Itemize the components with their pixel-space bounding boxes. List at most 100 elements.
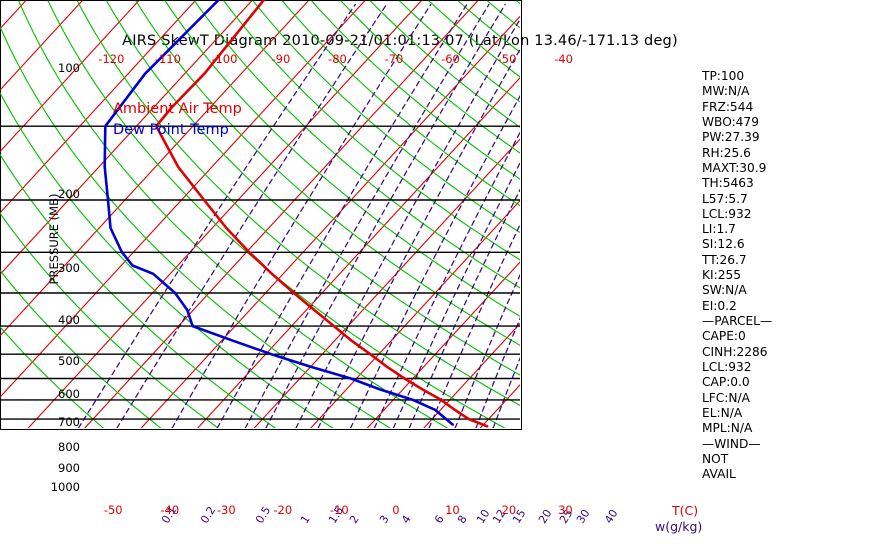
dry-adiabat-line (193, 0, 520, 289)
isotherm-line (0, 0, 254, 276)
skewt-grid-and-curves (0, 0, 520, 428)
parameter-item: MW:N/A (702, 84, 750, 99)
parameter-item: LI:1.7 (702, 222, 736, 237)
isotherm-line (197, 77, 520, 428)
parameter-item: LFC:N/A (702, 390, 750, 405)
parameter-item: KI:255 (702, 268, 741, 283)
parameter-item: TH:5463 (702, 176, 754, 191)
pressure-tick: 1000 (50, 480, 80, 495)
top-temp-tick: -40 (554, 52, 573, 66)
pressure-tick: 200 (58, 187, 80, 202)
dry-adiabat-line (164, 0, 520, 317)
mixing-ratio-line (392, 161, 520, 428)
isotherm-line (0, 0, 367, 399)
mixing-axis-label: w(g/kg) (655, 519, 703, 534)
temp-axis-label: T(C) (672, 503, 699, 518)
dry-adiabat-line (105, 0, 520, 376)
pressure-tick: 100 (58, 61, 80, 75)
dry-adiabat-line (0, 153, 276, 428)
bottom-temp-tick: -50 (103, 503, 123, 517)
mixing-ratio-tick: 1 (298, 513, 314, 526)
ambient-temp-curve (154, 0, 489, 428)
parameter-item: LCL:932 (702, 206, 752, 221)
dry-adiabat-line (340, 0, 520, 154)
bottom-temp-tick: -10 (329, 503, 349, 517)
parameter-item: —WIND— (702, 436, 761, 451)
mixing-ratio-line (492, 356, 520, 428)
bottom-temp-tick: -20 (273, 503, 293, 517)
dry-adiabat-line (398, 0, 520, 103)
bottom-temp-tick: 30 (558, 503, 573, 517)
mixing-ratio-line (373, 131, 520, 428)
bottom-temp-tick: 10 (445, 503, 460, 517)
isotherm-line (423, 322, 520, 428)
parameter-item: SW:N/A (702, 283, 747, 298)
isotherm-line (0, 0, 140, 153)
mixing-ratio-tick: 2 (346, 513, 362, 526)
parameter-item: TT:26.7 (702, 252, 747, 267)
mixing-ratio-line (408, 188, 520, 428)
top-temp-tick: -120 (98, 52, 125, 66)
parameter-item: AVAIL (702, 467, 736, 482)
legend-ambient-air-temp: Ambient Air Temp (113, 101, 242, 117)
top-temp-tick: -90 (271, 52, 291, 66)
parameter-item: CINH:2286 (702, 344, 768, 359)
parameter-item: RH:25.6 (702, 145, 751, 160)
mixing-ratio-line (77, 3, 356, 428)
sounding-parameters-panel: TP:100 MW:N/A FRZ:544 WBO:479 PW:27.39 RH:25.… (702, 69, 862, 482)
top-temp-tick: -80 (328, 52, 347, 66)
pressure-tick: 500 (58, 353, 80, 368)
isotherm-line (0, 0, 84, 91)
parameter-item: FRZ:544 (702, 99, 754, 114)
dry-adiabat-line (310, 0, 520, 180)
mixing-ratio-line (295, 18, 520, 428)
isotherm-line (366, 261, 520, 428)
parameter-item: EL:N/A (702, 405, 743, 420)
dry-adiabat-line (47, 0, 506, 428)
bottom-temp-tick: -40 (160, 503, 180, 517)
pressure-tick: 800 (58, 439, 80, 454)
dry-adiabat-line (0, 212, 219, 428)
mixing-ratio-line (244, 3, 490, 428)
mixing-ratio-line (317, 48, 520, 428)
mixing-ratio-line (116, 3, 388, 428)
dry-adiabat-line (76, 0, 520, 407)
parameter-item: LCL:932 (702, 359, 752, 374)
dry-adiabat-line (223, 0, 520, 261)
parameter-item: WBO:479 (702, 114, 759, 129)
parameter-item: EI:0.2 (702, 298, 737, 313)
mixing-ratio-tick: 40 (601, 507, 621, 526)
dry-adiabat-line (428, 0, 520, 78)
top-temp-tick: -60 (441, 52, 460, 66)
dry-adiabat-line (18, 0, 448, 428)
parameter-item: PW:27.39 (702, 130, 760, 145)
parameter-item: L57:5.7 (702, 191, 748, 206)
mixing-ratio-line (475, 317, 520, 428)
dry-adiabat-line (281, 0, 520, 207)
parameter-item: —PARCEL— (702, 314, 773, 328)
bottom-temp-tick: -30 (216, 503, 236, 517)
mixing-ratio-line (216, 3, 468, 428)
mixing-ratio-line (428, 223, 520, 428)
mixing-ratio-line (171, 3, 432, 428)
isotherm-line (140, 15, 520, 428)
parameter-item: CAP:0.0 (702, 375, 750, 390)
parameter-item: CAPE:0 (702, 329, 746, 344)
mixing-ratio-line (454, 273, 520, 428)
parameter-item: NOT (702, 451, 729, 466)
top-temp-tick: -50 (497, 52, 517, 66)
isotherm-line (84, 0, 480, 428)
parameter-item: TP:100 (702, 69, 745, 83)
dry-adiabat-line (0, 325, 104, 428)
dry-adiabat-line (252, 0, 520, 234)
parameter-item: MPL:N/A (702, 421, 753, 436)
isotherm-line (0, 0, 197, 214)
isotherm-line (27, 0, 423, 428)
bottom-temp-tick: 0 (392, 503, 400, 517)
pressure-tick: 600 (58, 387, 80, 402)
dry-adiabat-line (0, 269, 162, 428)
dry-adiabat-line (135, 0, 520, 347)
parameter-item: SI:12.6 (702, 237, 745, 252)
bottom-temp-tick: 20 (501, 503, 517, 517)
